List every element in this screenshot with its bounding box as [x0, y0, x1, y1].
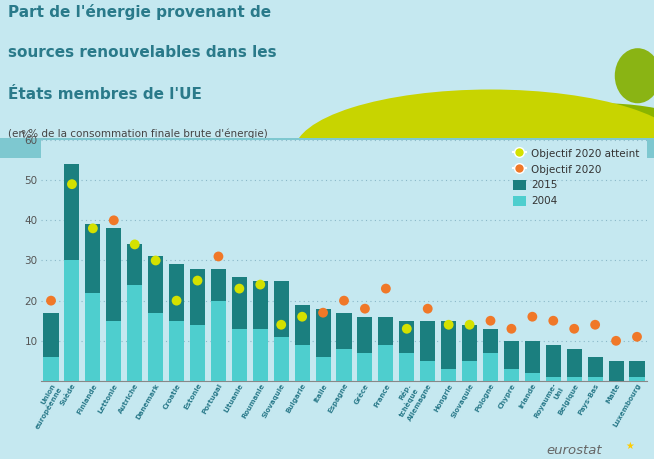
Bar [85, 224, 101, 381]
FancyBboxPatch shape [0, 138, 654, 158]
Text: (en % de la consommation finale brute d'énergie): (en % de la consommation finale brute d'… [8, 128, 267, 139]
Bar [441, 369, 456, 381]
Bar [294, 345, 310, 381]
Bar [483, 329, 498, 381]
Point [590, 321, 600, 328]
Point [88, 224, 98, 232]
Bar [378, 317, 394, 381]
Bar [525, 341, 540, 381]
Bar [629, 377, 645, 381]
Point [527, 313, 538, 320]
Point [129, 241, 140, 248]
Bar [169, 264, 184, 381]
Point [339, 297, 349, 304]
Bar [148, 313, 164, 381]
Bar [43, 357, 59, 381]
Point [422, 305, 433, 312]
Point [464, 321, 475, 328]
Bar [608, 361, 624, 381]
Bar [148, 257, 164, 381]
Point [611, 337, 621, 344]
Text: États membres de l'UE: États membres de l'UE [8, 87, 201, 102]
Bar [190, 325, 205, 381]
Bar [273, 337, 289, 381]
Point [192, 277, 203, 284]
Bar [85, 292, 101, 381]
Bar [399, 353, 415, 381]
Text: sources renouvelables dans les: sources renouvelables dans les [8, 45, 277, 61]
Point [46, 297, 56, 304]
Bar [420, 361, 436, 381]
Bar [357, 317, 373, 381]
Bar [566, 349, 582, 381]
Point [67, 180, 77, 188]
Bar [525, 373, 540, 381]
Text: eurostat: eurostat [546, 444, 602, 457]
Point [297, 313, 307, 320]
Bar [190, 269, 205, 381]
Point [171, 297, 182, 304]
Point [234, 285, 245, 292]
Bar [587, 357, 603, 381]
Bar [587, 377, 603, 381]
Point [255, 281, 266, 288]
Y-axis label: %: % [20, 130, 31, 140]
Bar [252, 329, 268, 381]
Bar [441, 321, 456, 381]
Bar [378, 345, 394, 381]
Bar [545, 345, 561, 381]
Point [276, 321, 286, 328]
Bar [127, 285, 143, 381]
Point [443, 321, 454, 328]
Bar [357, 353, 373, 381]
Bar [252, 280, 268, 381]
Bar [629, 361, 645, 381]
Point [632, 333, 642, 341]
Bar [462, 361, 477, 381]
Point [569, 325, 579, 332]
Point [109, 217, 119, 224]
Point [150, 257, 161, 264]
Bar [211, 301, 226, 381]
Legend: Objectif 2020 atteint, Objectif 2020, 2015, 2004: Objectif 2020 atteint, Objectif 2020, 20… [510, 145, 642, 210]
Bar [336, 313, 352, 381]
Ellipse shape [615, 48, 654, 103]
Bar [420, 321, 436, 381]
Bar [336, 349, 352, 381]
Bar [43, 313, 59, 381]
Ellipse shape [294, 90, 654, 213]
Bar [232, 276, 247, 381]
Point [402, 325, 412, 332]
Bar [169, 321, 184, 381]
Bar [315, 308, 331, 381]
Bar [64, 164, 80, 381]
Bar [462, 325, 477, 381]
Point [548, 317, 559, 325]
Point [360, 305, 370, 312]
Bar [106, 228, 122, 381]
Bar [127, 244, 143, 381]
Bar [483, 353, 498, 381]
Bar [64, 260, 80, 381]
Bar [232, 329, 247, 381]
Point [381, 285, 391, 292]
Point [213, 253, 224, 260]
Bar [545, 377, 561, 381]
Bar [504, 369, 519, 381]
Ellipse shape [487, 103, 654, 186]
Text: ★: ★ [625, 442, 634, 451]
Bar [106, 321, 122, 381]
Bar [399, 321, 415, 381]
Point [318, 309, 328, 316]
Text: Part de l'énergie provenant de: Part de l'énergie provenant de [8, 4, 271, 20]
Bar [566, 377, 582, 381]
Bar [294, 305, 310, 381]
Point [485, 317, 496, 325]
Bar [273, 280, 289, 381]
Bar [315, 357, 331, 381]
Bar [211, 269, 226, 381]
Point [506, 325, 517, 332]
Bar [504, 341, 519, 381]
